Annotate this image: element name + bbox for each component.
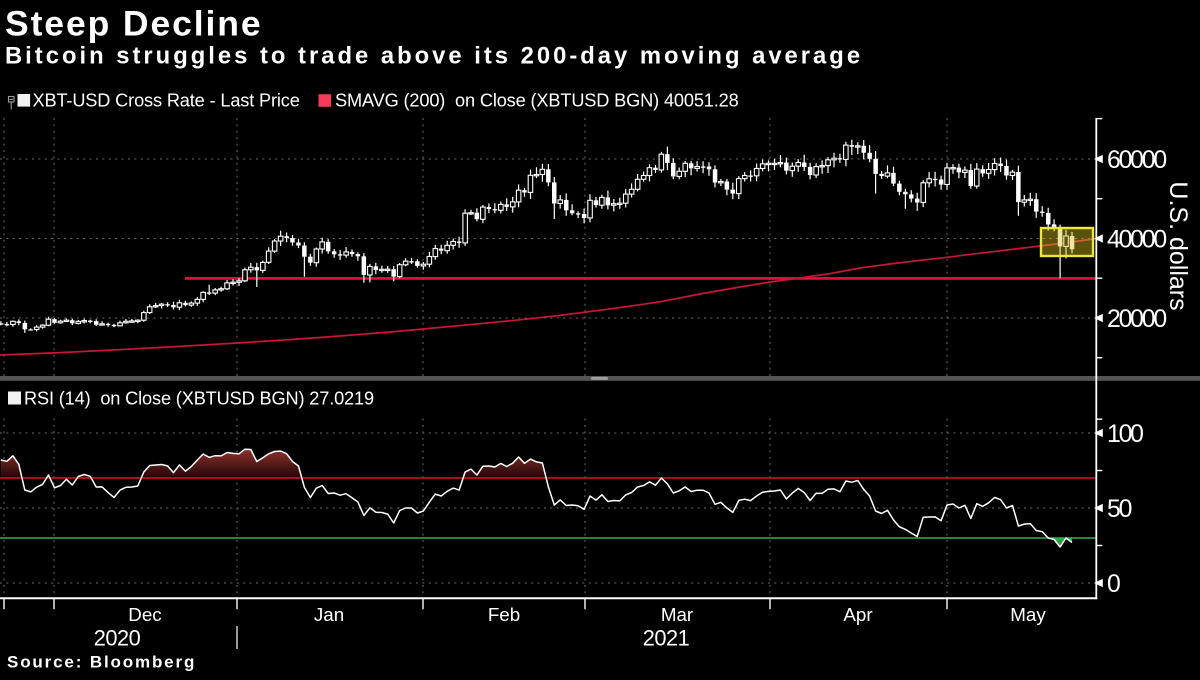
svg-text:100: 100 bbox=[1107, 421, 1143, 448]
svg-text:RSI (14) on Close (XBTUSD BGN: RSI (14) on Close (XBTUSD BGN) 27.0219 bbox=[24, 389, 374, 409]
svg-text:60000: 60000 bbox=[1107, 147, 1166, 174]
svg-text:2021: 2021 bbox=[643, 626, 690, 651]
svg-text:0: 0 bbox=[1107, 571, 1120, 598]
svg-text:SMAVG (200) on Close (XBTUSD: SMAVG (200) on Close (XBTUSD BGN) 40051.… bbox=[335, 91, 739, 111]
svg-text:XBT-USD Cross Rate - Last Pric: XBT-USD Cross Rate - Last Price bbox=[33, 91, 300, 111]
svg-text:Source: Bloomberg: Source: Bloomberg bbox=[7, 652, 196, 671]
svg-text:Apr: Apr bbox=[843, 604, 872, 625]
svg-text:Bitcoin struggles to trade abo: Bitcoin struggles to trade above its 200… bbox=[5, 43, 863, 70]
svg-text:20000: 20000 bbox=[1107, 306, 1166, 333]
svg-text:Feb: Feb bbox=[488, 604, 520, 625]
svg-text:2020: 2020 bbox=[94, 626, 141, 651]
svg-text:Dec: Dec bbox=[128, 604, 161, 625]
svg-text:U.S. dollars: U.S. dollars bbox=[1164, 181, 1192, 310]
svg-text:May: May bbox=[1010, 604, 1046, 625]
svg-text:Steep Decline: Steep Decline bbox=[5, 4, 263, 44]
svg-text:40000: 40000 bbox=[1107, 227, 1166, 254]
svg-text:Jan: Jan bbox=[314, 604, 344, 625]
svg-text:50: 50 bbox=[1107, 496, 1132, 523]
svg-text:Mar: Mar bbox=[661, 604, 693, 625]
